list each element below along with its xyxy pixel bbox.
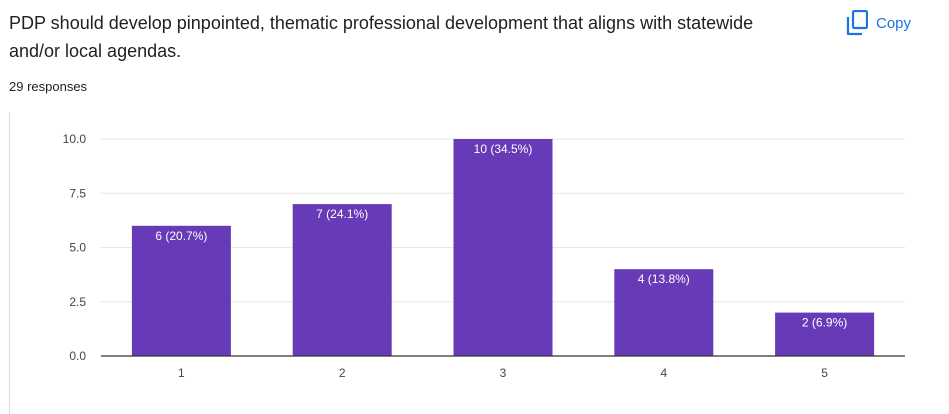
copy-button-label: Copy xyxy=(876,14,912,32)
bar-data-label: 7 (24.1%) xyxy=(316,207,368,221)
y-tick-label: 7.5 xyxy=(69,186,86,200)
response-count: 29 responses xyxy=(9,79,88,94)
bar-data-label: 4 (13.8%) xyxy=(638,272,690,286)
y-tick-label: 0.0 xyxy=(69,349,86,363)
x-tick-label: 5 xyxy=(821,366,828,380)
bar-data-label: 6 (20.7%) xyxy=(155,229,207,243)
bar xyxy=(131,225,231,356)
bar-data-label: 10 (34.5%) xyxy=(474,142,533,156)
question-title: PDP should develop pinpointed, thematic … xyxy=(9,13,754,61)
bar xyxy=(292,204,392,356)
x-tick-label: 2 xyxy=(339,366,346,380)
bar xyxy=(775,312,875,356)
y-tick-label: 10.0 xyxy=(63,132,87,146)
bar xyxy=(453,139,553,356)
x-tick-label: 4 xyxy=(660,366,667,380)
bar xyxy=(614,269,714,356)
x-tick-label: 3 xyxy=(500,366,507,380)
y-tick-label: 2.5 xyxy=(69,295,86,309)
copy-button[interactable]: Copy xyxy=(846,8,911,38)
y-tick-label: 5.0 xyxy=(69,241,86,255)
x-tick-label: 1 xyxy=(178,366,185,380)
bar-chart: 0.0 2.5 5.0 7.5 10.0 6 (20.7%) 1 7 (24.1%) 2 10 (… xyxy=(63,132,905,380)
copy-icon xyxy=(846,10,868,36)
bar-data-label: 2 (6.9%) xyxy=(802,316,847,330)
chart-container: 0.0 2.5 5.0 7.5 10.0 6 (20.7%) 1 7 (24.1%) 2 10 (… xyxy=(9,112,949,414)
